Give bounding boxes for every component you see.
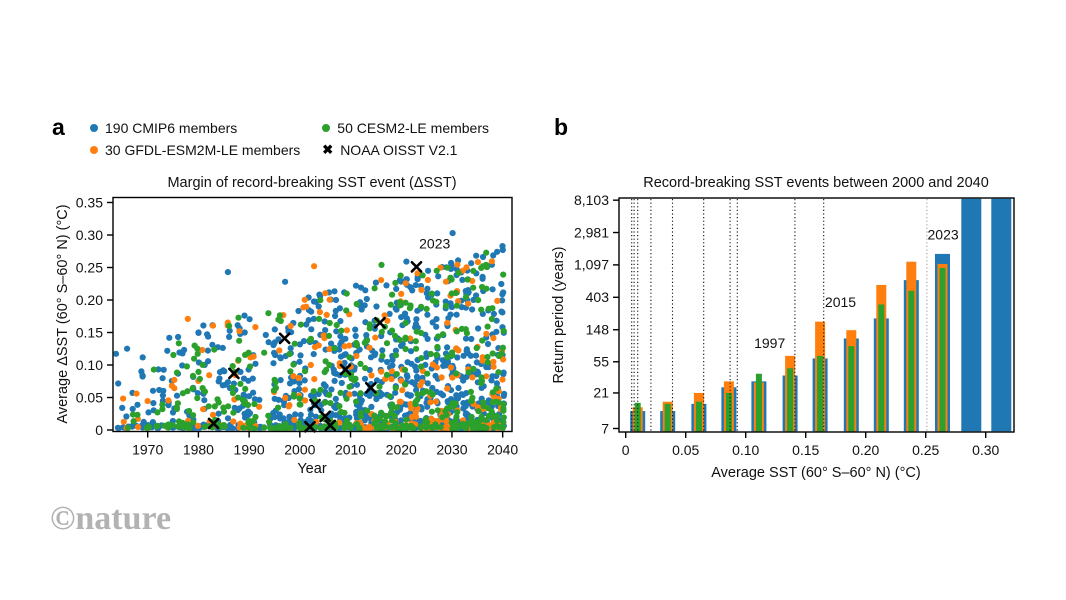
legend-label-gfdl: 30 GFDL-ESM2M-LE members (105, 142, 301, 158)
bar-groups (630, 198, 1012, 432)
svg-text:0.10: 0.10 (76, 357, 103, 373)
svg-text:403: 403 (586, 289, 610, 305)
svg-text:0.30: 0.30 (76, 227, 103, 243)
svg-text:2040: 2040 (487, 442, 518, 458)
event-lines (631, 199, 928, 431)
panel-a-ylabel: Average ΔSST (60° S–60° N) (°C) (55, 204, 71, 423)
panel-a-xlabel: Year (297, 461, 326, 477)
panel-a-axes: 1970 1980 1990 2000 2010 2020 2030 2040 0 0.05 0.1… (76, 194, 519, 457)
legend-column-1: 190 CMIP6 members 30 GFDL-ESM2M-LE membe… (90, 119, 300, 159)
noaa-observations (207, 260, 423, 433)
gfdl-dot-icon (90, 146, 98, 154)
legend-column-2: 50 CESM2-LE members ✖ NOAA OISST V2.1 (322, 119, 489, 159)
panel-b-letter: b (554, 114, 569, 140)
panel-a-title: Margin of record-breaking SST event (ΔSS… (167, 175, 456, 191)
scatter-points (113, 230, 508, 431)
legend-item-gfdl: 30 GFDL-ESM2M-LE members (90, 141, 300, 159)
svg-text:2,981: 2,981 (574, 224, 609, 240)
panel-b-xlabel: Average SST (60° S–60° N) (°C) (711, 465, 920, 481)
legend: 190 CMIP6 members 30 GFDL-ESM2M-LE membe… (90, 119, 489, 159)
panel-a-plot: 2023 1970 1980 1990 2000 2010 2020 2030 2040 0 0.0… (76, 194, 519, 457)
panel-b-ylabel: Return period (years) (551, 247, 567, 384)
svg-text:2030: 2030 (436, 442, 467, 458)
svg-text:0.05: 0.05 (76, 389, 103, 405)
cesm2-dot-icon (322, 124, 331, 132)
svg-text:0.15: 0.15 (76, 324, 103, 340)
svg-text:0.10: 0.10 (732, 442, 759, 458)
svg-text:0: 0 (622, 442, 630, 458)
svg-text:21: 21 (593, 385, 609, 401)
svg-text:0.30: 0.30 (972, 442, 999, 458)
svg-text:0.20: 0.20 (76, 292, 103, 308)
svg-text:0.05: 0.05 (672, 442, 699, 458)
legend-item-noaa: ✖ NOAA OISST V2.1 (322, 141, 489, 159)
svg-text:1980: 1980 (183, 442, 214, 458)
legend-label-noaa: NOAA OISST V2.1 (340, 142, 458, 158)
nature-logo: ©nature (50, 500, 172, 537)
svg-text:2020: 2020 (386, 442, 417, 458)
svg-text:1990: 1990 (234, 442, 265, 458)
legend-item-cesm2: 50 CESM2-LE members (322, 119, 489, 137)
panel-b-title: Record-breaking SST events between 2000 … (643, 175, 989, 191)
legend-label-cesm2: 50 CESM2-LE members (337, 120, 489, 136)
svg-text:0.20: 0.20 (852, 442, 879, 458)
legend-label-cmip6: 190 CMIP6 members (105, 120, 238, 136)
svg-text:148: 148 (586, 322, 610, 338)
svg-text:2000: 2000 (284, 442, 315, 458)
cmip6-dot-icon (90, 124, 98, 132)
svg-text:0.25: 0.25 (912, 442, 939, 458)
panel-b-plot: 1997 2015 2023 0 0.05 0.10 0.15 0.20 0.25 0.30 7 21… (574, 192, 1015, 458)
panel-b-annotation-2015: 2015 (825, 294, 856, 310)
svg-text:7: 7 (601, 420, 609, 436)
svg-text:55: 55 (593, 354, 609, 370)
panel-a-annotation-2023: 2023 (419, 236, 450, 252)
svg-text:8,103: 8,103 (574, 192, 609, 208)
svg-text:2010: 2010 (335, 442, 366, 458)
svg-text:0.15: 0.15 (792, 442, 819, 458)
panel-b-axes: 0 0.05 0.10 0.15 0.20 0.25 0.30 7 21 55 148 403 1,09… (574, 192, 1015, 458)
panel-a-letter: a (52, 114, 65, 140)
noaa-x-icon: ✖ (322, 142, 334, 157)
svg-text:0: 0 (95, 422, 103, 438)
legend-item-cmip6: 190 CMIP6 members (90, 119, 300, 137)
svg-text:1,097: 1,097 (574, 257, 609, 273)
panel-b-annotation-1997: 1997 (754, 335, 785, 351)
svg-text:0.25: 0.25 (76, 259, 103, 275)
panel-b-annotation-2023: 2023 (928, 227, 959, 243)
svg-text:1970: 1970 (132, 442, 163, 458)
svg-text:0.35: 0.35 (76, 194, 103, 210)
